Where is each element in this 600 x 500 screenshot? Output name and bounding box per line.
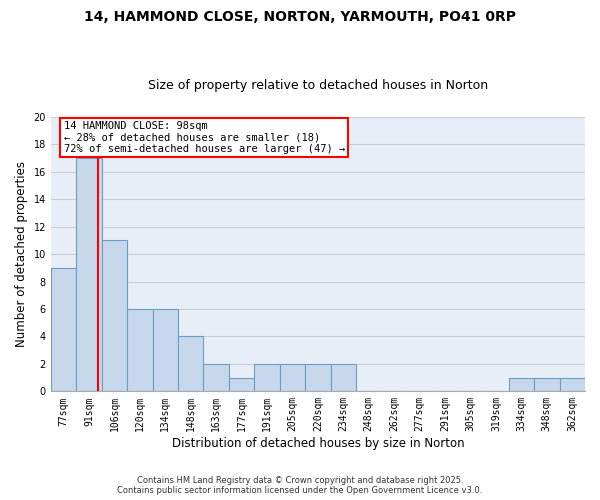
Bar <box>254 364 280 392</box>
Bar <box>152 309 178 392</box>
Bar <box>203 364 229 392</box>
Bar <box>305 364 331 392</box>
Bar <box>560 378 585 392</box>
Bar <box>76 158 101 392</box>
Text: 14, HAMMOND CLOSE, NORTON, YARMOUTH, PO41 0RP: 14, HAMMOND CLOSE, NORTON, YARMOUTH, PO4… <box>84 10 516 24</box>
X-axis label: Distribution of detached houses by size in Norton: Distribution of detached houses by size … <box>172 437 464 450</box>
Bar <box>331 364 356 392</box>
Bar <box>51 268 76 392</box>
Text: 14 HAMMOND CLOSE: 98sqm
← 28% of detached houses are smaller (18)
72% of semi-de: 14 HAMMOND CLOSE: 98sqm ← 28% of detache… <box>64 121 345 154</box>
Bar <box>509 378 534 392</box>
Bar <box>229 378 254 392</box>
Bar <box>178 336 203 392</box>
Bar <box>534 378 560 392</box>
Bar <box>101 240 127 392</box>
Bar <box>280 364 305 392</box>
Title: Size of property relative to detached houses in Norton: Size of property relative to detached ho… <box>148 79 488 92</box>
Bar <box>127 309 152 392</box>
Text: Contains HM Land Registry data © Crown copyright and database right 2025.
Contai: Contains HM Land Registry data © Crown c… <box>118 476 482 495</box>
Y-axis label: Number of detached properties: Number of detached properties <box>15 161 28 347</box>
